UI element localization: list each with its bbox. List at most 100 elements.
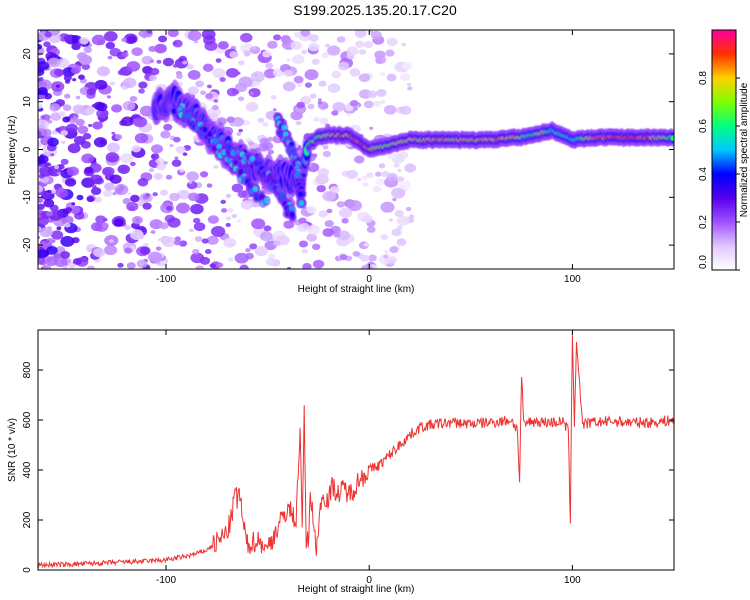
spectrogram-noise-cell [396, 225, 403, 230]
spectrogram-noise-cell [67, 262, 76, 269]
spectrogram-noise-cell [210, 226, 226, 238]
spectrogram-noise-cell [225, 222, 231, 227]
spectrogram-noise-cell [366, 172, 374, 179]
spectrogram-noise-cell [201, 238, 209, 244]
spectrogram-noise-cell [344, 104, 354, 112]
spectrogram-noise-cell [61, 140, 66, 144]
spectrogram-noise-cell [167, 30, 179, 38]
spectrogram-noise-cell [243, 50, 251, 56]
spectrogram-noise-cell [265, 62, 273, 69]
spectrogram-branch-core [202, 126, 208, 133]
spectrogram-noise-cell [82, 133, 92, 140]
spectrogram-noise-cell [195, 80, 205, 88]
spectrogram-noise-cell [72, 258, 82, 265]
spectrogram-noise-cell [86, 265, 96, 269]
spectrogram-noise-cell [401, 62, 413, 71]
spectrogram-noise-cell [86, 196, 95, 203]
spectrogram-noise-cell [386, 73, 397, 82]
spectrogram-noise-cell [153, 172, 163, 180]
spectrogram-noise-cell [64, 222, 71, 228]
spectrogram-noise-cell [122, 77, 137, 88]
spectrogram-noise-cell [162, 236, 177, 248]
spectrogram-noise-cell [363, 41, 373, 49]
spectrogram-noise-cell [60, 158, 69, 165]
spectrogram-noise-cell [38, 77, 44, 82]
spectrogram-noise-cell [200, 90, 207, 96]
spectrogram-noise-cell [387, 152, 397, 160]
spectrogram-noise-cell [406, 82, 412, 87]
spectrogram-noise-cell [207, 215, 219, 224]
spectrogram-noise-cell [100, 109, 109, 116]
spectrogram-noise-cell [389, 246, 399, 254]
spectrogram-noise-cell [156, 59, 162, 64]
spectrogram-noise-cell [38, 235, 41, 240]
spectrogram-noise-cell [147, 251, 163, 263]
spectrogram-noise-cell [47, 57, 61, 68]
spectrogram-noise-cell [380, 99, 386, 104]
spectrogram-noise-cell [293, 31, 302, 38]
spectrogram-noise-cell [85, 107, 96, 115]
spectrogram-noise-cell [50, 112, 62, 121]
spectrogram-noise-cell [380, 234, 389, 241]
spectrogram-noise-cell [372, 185, 382, 193]
spectrogram-noise-cell [138, 81, 148, 89]
spectrogram-noise-cell [65, 123, 78, 133]
spectrogram-y-tick-label: -20 [22, 237, 33, 252]
spectrogram-noise-cell [354, 155, 365, 164]
spectrogram-noise-cell [211, 104, 219, 111]
spectrogram-noise-cell [393, 162, 400, 168]
spectrogram-noise-cell [245, 247, 251, 253]
spectrogram-noise-cell [83, 46, 92, 54]
spectrogram-noise-cell [148, 45, 157, 53]
spectrogram-noise-cell [159, 222, 169, 230]
spectrogram-noise-cell [55, 127, 61, 132]
spectrogram-noise-cell [282, 81, 296, 92]
spectrogram-noise-cell [238, 128, 243, 133]
spectrogram-noise-cell [254, 246, 268, 257]
spectrogram-noise-cell [64, 79, 71, 84]
spectrogram-noise-cell [187, 70, 201, 80]
spectrogram-noise-cell [163, 123, 173, 131]
spectrogram-noise-cell [60, 251, 71, 259]
spectrogram-noise-cell [205, 93, 214, 100]
spectrogram-noise-cell [95, 215, 107, 224]
spectrogram-noise-cell [337, 230, 350, 241]
spectrogram-noise-cell [374, 171, 382, 177]
spectrogram-noise-cell [77, 125, 89, 135]
spectrogram-noise-cell [131, 144, 142, 153]
spectrogram-noise-cell [199, 171, 209, 178]
spectrogram-noise-cell [213, 99, 219, 103]
spectrogram-noise-cell [117, 262, 124, 268]
spectrogram-noise-cell [360, 254, 370, 262]
spectrogram-noise-cell [149, 59, 155, 63]
snr-y-axis-label: SNR (10 * v/v) [7, 418, 18, 482]
spectrogram-noise-cell [131, 215, 143, 225]
spectrogram-noise-cell [162, 57, 175, 67]
spectrogram-noise-cell [307, 103, 315, 110]
spectrogram-noise-cell [322, 190, 336, 202]
spectrogram-noise-cell [220, 199, 227, 205]
spectrogram-noise-cell [234, 252, 249, 264]
spectrogram-noise-cell [319, 117, 329, 125]
colorbar-tick-label: 0.4 [698, 167, 709, 181]
snr-y-tick-label: 400 [22, 461, 33, 478]
spectrogram-noise-cell [240, 43, 254, 54]
spectrogram-x-axis-label: Height of straight line (km) [298, 284, 415, 295]
spectrogram-noise-cell [240, 200, 253, 210]
spectrogram-noise-cell [193, 40, 199, 44]
spectrogram-noise-cell [404, 163, 417, 173]
spectrogram-noise-cell [81, 63, 91, 70]
spectrogram-noise-cell [193, 222, 206, 232]
spectrogram-noise-cell [66, 166, 79, 176]
spectrogram-noise-cell [126, 35, 137, 44]
spectrogram-noise-cell [324, 43, 331, 48]
spectrogram-noise-cell [39, 166, 53, 177]
spectrogram-branch-core [289, 211, 295, 218]
spectrogram-cells [38, 30, 674, 269]
spectrogram-noise-cell [75, 118, 85, 126]
spectrogram-noise-cell [346, 46, 359, 56]
spectrogram-noise-cell [245, 102, 259, 112]
spectrogram-noise-cell [90, 187, 102, 196]
spectrogram-noise-cell [166, 206, 173, 211]
